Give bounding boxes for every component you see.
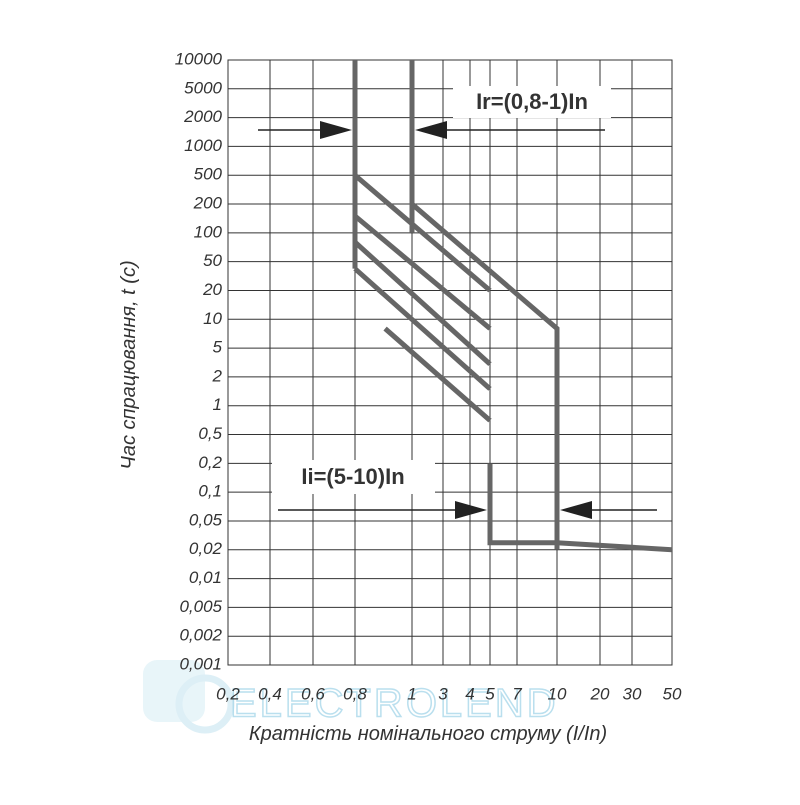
- y-tick-label: 0,5: [198, 424, 222, 443]
- y-tick-label: 2000: [183, 107, 222, 126]
- y-axis-label: Час спрацювання, t (c): [118, 260, 140, 469]
- y-tick-label: 0,02: [189, 539, 223, 558]
- plot-area: 10000 5000 2000 1000 500 200 100 50 20 10 5 2 1 0,5 0,…: [175, 49, 682, 703]
- y-tick-label: 20: [202, 280, 222, 299]
- y-tick-label: 2: [212, 366, 223, 385]
- y-tick-label: 0,1: [198, 482, 222, 501]
- x-tick-label: 3: [438, 684, 448, 703]
- y-tick-label: 0,002: [179, 626, 222, 645]
- curve: [487, 463, 673, 553]
- curve: [353, 173, 492, 293]
- y-tick-label: 5: [213, 338, 223, 357]
- curve: [353, 214, 492, 331]
- x-tick-label: 20: [590, 684, 610, 703]
- x-tick-label: 0,4: [258, 684, 282, 703]
- logo-square: [143, 660, 205, 722]
- x-axis-label: Кратність номінального струму (I/In): [249, 723, 607, 745]
- y-tick-label: 0,01: [189, 568, 222, 587]
- y-tick-label: 0,005: [179, 597, 222, 616]
- ir-annotation: Ir=(0,8-1)In: [258, 86, 611, 139]
- curve: [383, 326, 492, 423]
- y-tick-label: 10000: [175, 49, 223, 68]
- plot-frame: [227, 59, 673, 666]
- arrow-head: [320, 121, 352, 139]
- x-tick-label: 50: [663, 684, 682, 703]
- y-tick-label: 1: [213, 395, 222, 414]
- x-tick-label: 5: [485, 684, 495, 703]
- ii-annotation: Ii=(5-10)In: [272, 460, 657, 519]
- x-tick-label: 30: [623, 684, 642, 703]
- arrow-head: [415, 121, 447, 139]
- curve: [410, 202, 560, 550]
- annotation-box: [453, 86, 611, 118]
- x-tick-label: 0,2: [216, 684, 240, 703]
- annotation-box: [272, 460, 435, 494]
- x-tick-label: 4: [465, 684, 474, 703]
- x-tick-label: 0,6: [301, 684, 325, 703]
- watermark: ELECTROLEND: [230, 682, 559, 726]
- y-tick-label: 5000: [184, 78, 222, 97]
- y-tick-label: 0,2: [198, 453, 222, 472]
- x-tick-label: 7: [512, 684, 522, 703]
- y-tick-label: 200: [193, 194, 223, 213]
- arrow-head: [560, 501, 592, 519]
- watermark-logo: [143, 660, 235, 734]
- y-tick-label: 100: [194, 222, 223, 241]
- y-tick-label: 500: [194, 165, 223, 184]
- y-tick-label: 0,05: [189, 510, 223, 529]
- y-tick-label: 0,001: [179, 654, 222, 673]
- logo-ring: [175, 674, 235, 734]
- annotation: Ir=(0,8-1)In: [476, 89, 588, 114]
- arrow-head: [455, 501, 487, 519]
- curve: [353, 240, 492, 367]
- x-tick-label: 10: [548, 684, 567, 703]
- y-tick-label: 10: [203, 309, 222, 328]
- curve: [353, 266, 492, 391]
- x-tick-label: 0,8: [343, 684, 367, 703]
- annotation: Ii=(5-10)In: [301, 464, 404, 489]
- y-tick-label: 1000: [184, 136, 222, 155]
- x-tick-label: 1: [407, 684, 416, 703]
- y-tick-label: 50: [203, 251, 222, 270]
